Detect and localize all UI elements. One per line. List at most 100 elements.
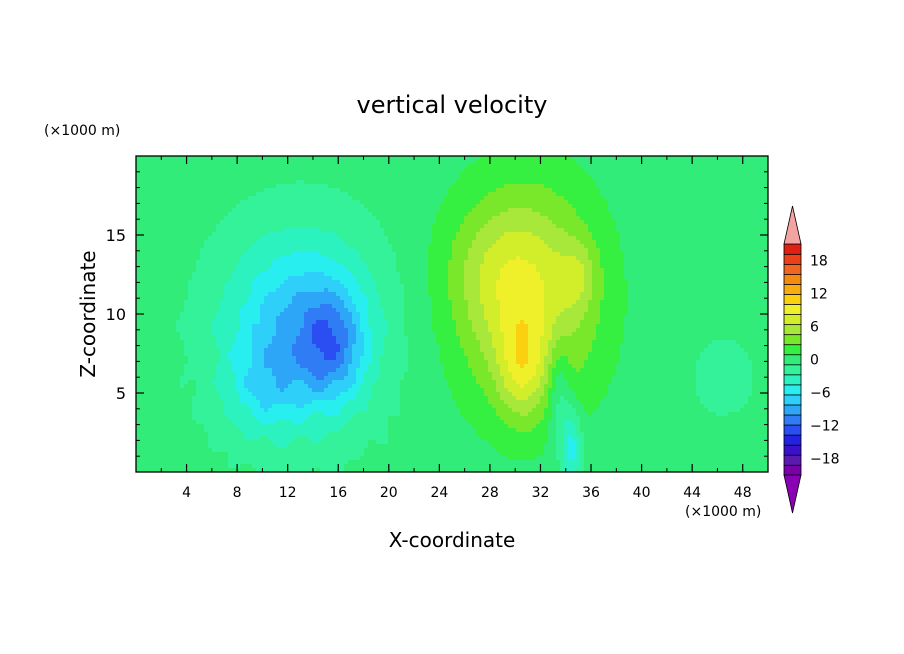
field-cell xyxy=(660,164,665,169)
field-cell xyxy=(160,168,165,173)
field-cell xyxy=(184,276,189,281)
field-cell xyxy=(576,196,581,201)
field-cell xyxy=(640,244,645,249)
field-cell xyxy=(572,156,577,161)
field-cell xyxy=(540,244,545,249)
field-cell xyxy=(188,252,193,257)
field-cell xyxy=(296,156,301,161)
field-cell xyxy=(624,276,629,281)
field-cell xyxy=(456,164,461,169)
field-cell xyxy=(612,220,617,225)
field-cell xyxy=(144,224,149,229)
field-cell xyxy=(612,260,617,265)
field-cell xyxy=(440,188,445,193)
field-cell xyxy=(244,200,249,205)
field-cell xyxy=(368,272,373,277)
field-cell xyxy=(248,156,253,161)
field-cell xyxy=(444,168,449,173)
field-cell xyxy=(408,232,413,237)
field-cell xyxy=(624,188,629,193)
field-cell xyxy=(564,228,569,233)
field-cell xyxy=(752,256,757,261)
field-cell xyxy=(340,232,345,237)
field-cell xyxy=(476,212,481,217)
field-cell xyxy=(608,212,613,217)
field-cell xyxy=(508,212,513,217)
field-cell xyxy=(212,220,217,225)
field-cell xyxy=(704,276,709,281)
field-cell xyxy=(220,264,225,269)
field-cell xyxy=(452,236,457,241)
field-cell xyxy=(256,172,261,177)
field-cell xyxy=(728,252,733,257)
field-cell xyxy=(444,160,449,165)
field-cell xyxy=(260,180,265,185)
field-cell xyxy=(512,232,517,237)
field-cell xyxy=(216,240,221,245)
field-cell xyxy=(596,188,601,193)
field-cell xyxy=(596,172,601,177)
field-cell xyxy=(676,188,681,193)
field-cell xyxy=(276,156,281,161)
field-cell xyxy=(720,244,725,249)
field-cell xyxy=(628,252,633,257)
field-cell xyxy=(692,188,697,193)
field-cell xyxy=(332,220,337,225)
field-cell xyxy=(624,192,629,197)
field-cell xyxy=(612,268,617,273)
field-cell xyxy=(164,204,169,209)
field-cell xyxy=(636,264,641,269)
field-cell xyxy=(204,156,209,161)
field-cell xyxy=(140,192,145,197)
field-cell xyxy=(712,176,717,181)
field-cell xyxy=(272,240,277,245)
field-cell xyxy=(588,200,593,205)
field-cell xyxy=(292,160,297,165)
field-cell xyxy=(588,248,593,253)
field-cell xyxy=(224,276,229,281)
field-cell xyxy=(608,260,613,265)
field-cell xyxy=(448,208,453,213)
field-cell xyxy=(412,248,417,253)
field-cell xyxy=(404,208,409,213)
field-cell xyxy=(536,192,541,197)
field-cell xyxy=(456,264,461,269)
field-cell xyxy=(584,256,589,261)
field-cell xyxy=(648,260,653,265)
field-cell xyxy=(468,252,473,257)
field-cell xyxy=(216,164,221,169)
field-cell xyxy=(620,240,625,245)
field-cell xyxy=(280,204,285,209)
field-cell xyxy=(292,168,297,173)
field-cell xyxy=(560,244,565,249)
field-cell xyxy=(376,196,381,201)
field-cell xyxy=(756,276,761,281)
field-cell xyxy=(532,168,537,173)
field-cell xyxy=(564,192,569,197)
field-cell xyxy=(744,228,749,233)
field-cell xyxy=(528,272,533,277)
field-cell xyxy=(728,196,733,201)
field-cell xyxy=(340,208,345,213)
field-cell xyxy=(400,272,405,277)
field-cell xyxy=(368,160,373,165)
field-cell xyxy=(640,248,645,253)
field-cell xyxy=(576,224,581,229)
field-cell xyxy=(616,260,621,265)
field-cell xyxy=(264,188,269,193)
field-cell xyxy=(404,244,409,249)
field-cell xyxy=(724,256,729,261)
field-cell xyxy=(440,244,445,249)
field-cell xyxy=(472,164,477,169)
field-cell xyxy=(628,272,633,277)
field-cell xyxy=(240,256,245,261)
field-cell xyxy=(292,188,297,193)
field-cell xyxy=(708,256,713,261)
field-cell xyxy=(408,168,413,173)
field-cell xyxy=(228,268,233,273)
field-cell xyxy=(220,160,225,165)
field-cell xyxy=(208,208,213,213)
field-cell xyxy=(760,248,765,253)
field-cell xyxy=(412,256,417,261)
field-cell xyxy=(232,248,237,253)
